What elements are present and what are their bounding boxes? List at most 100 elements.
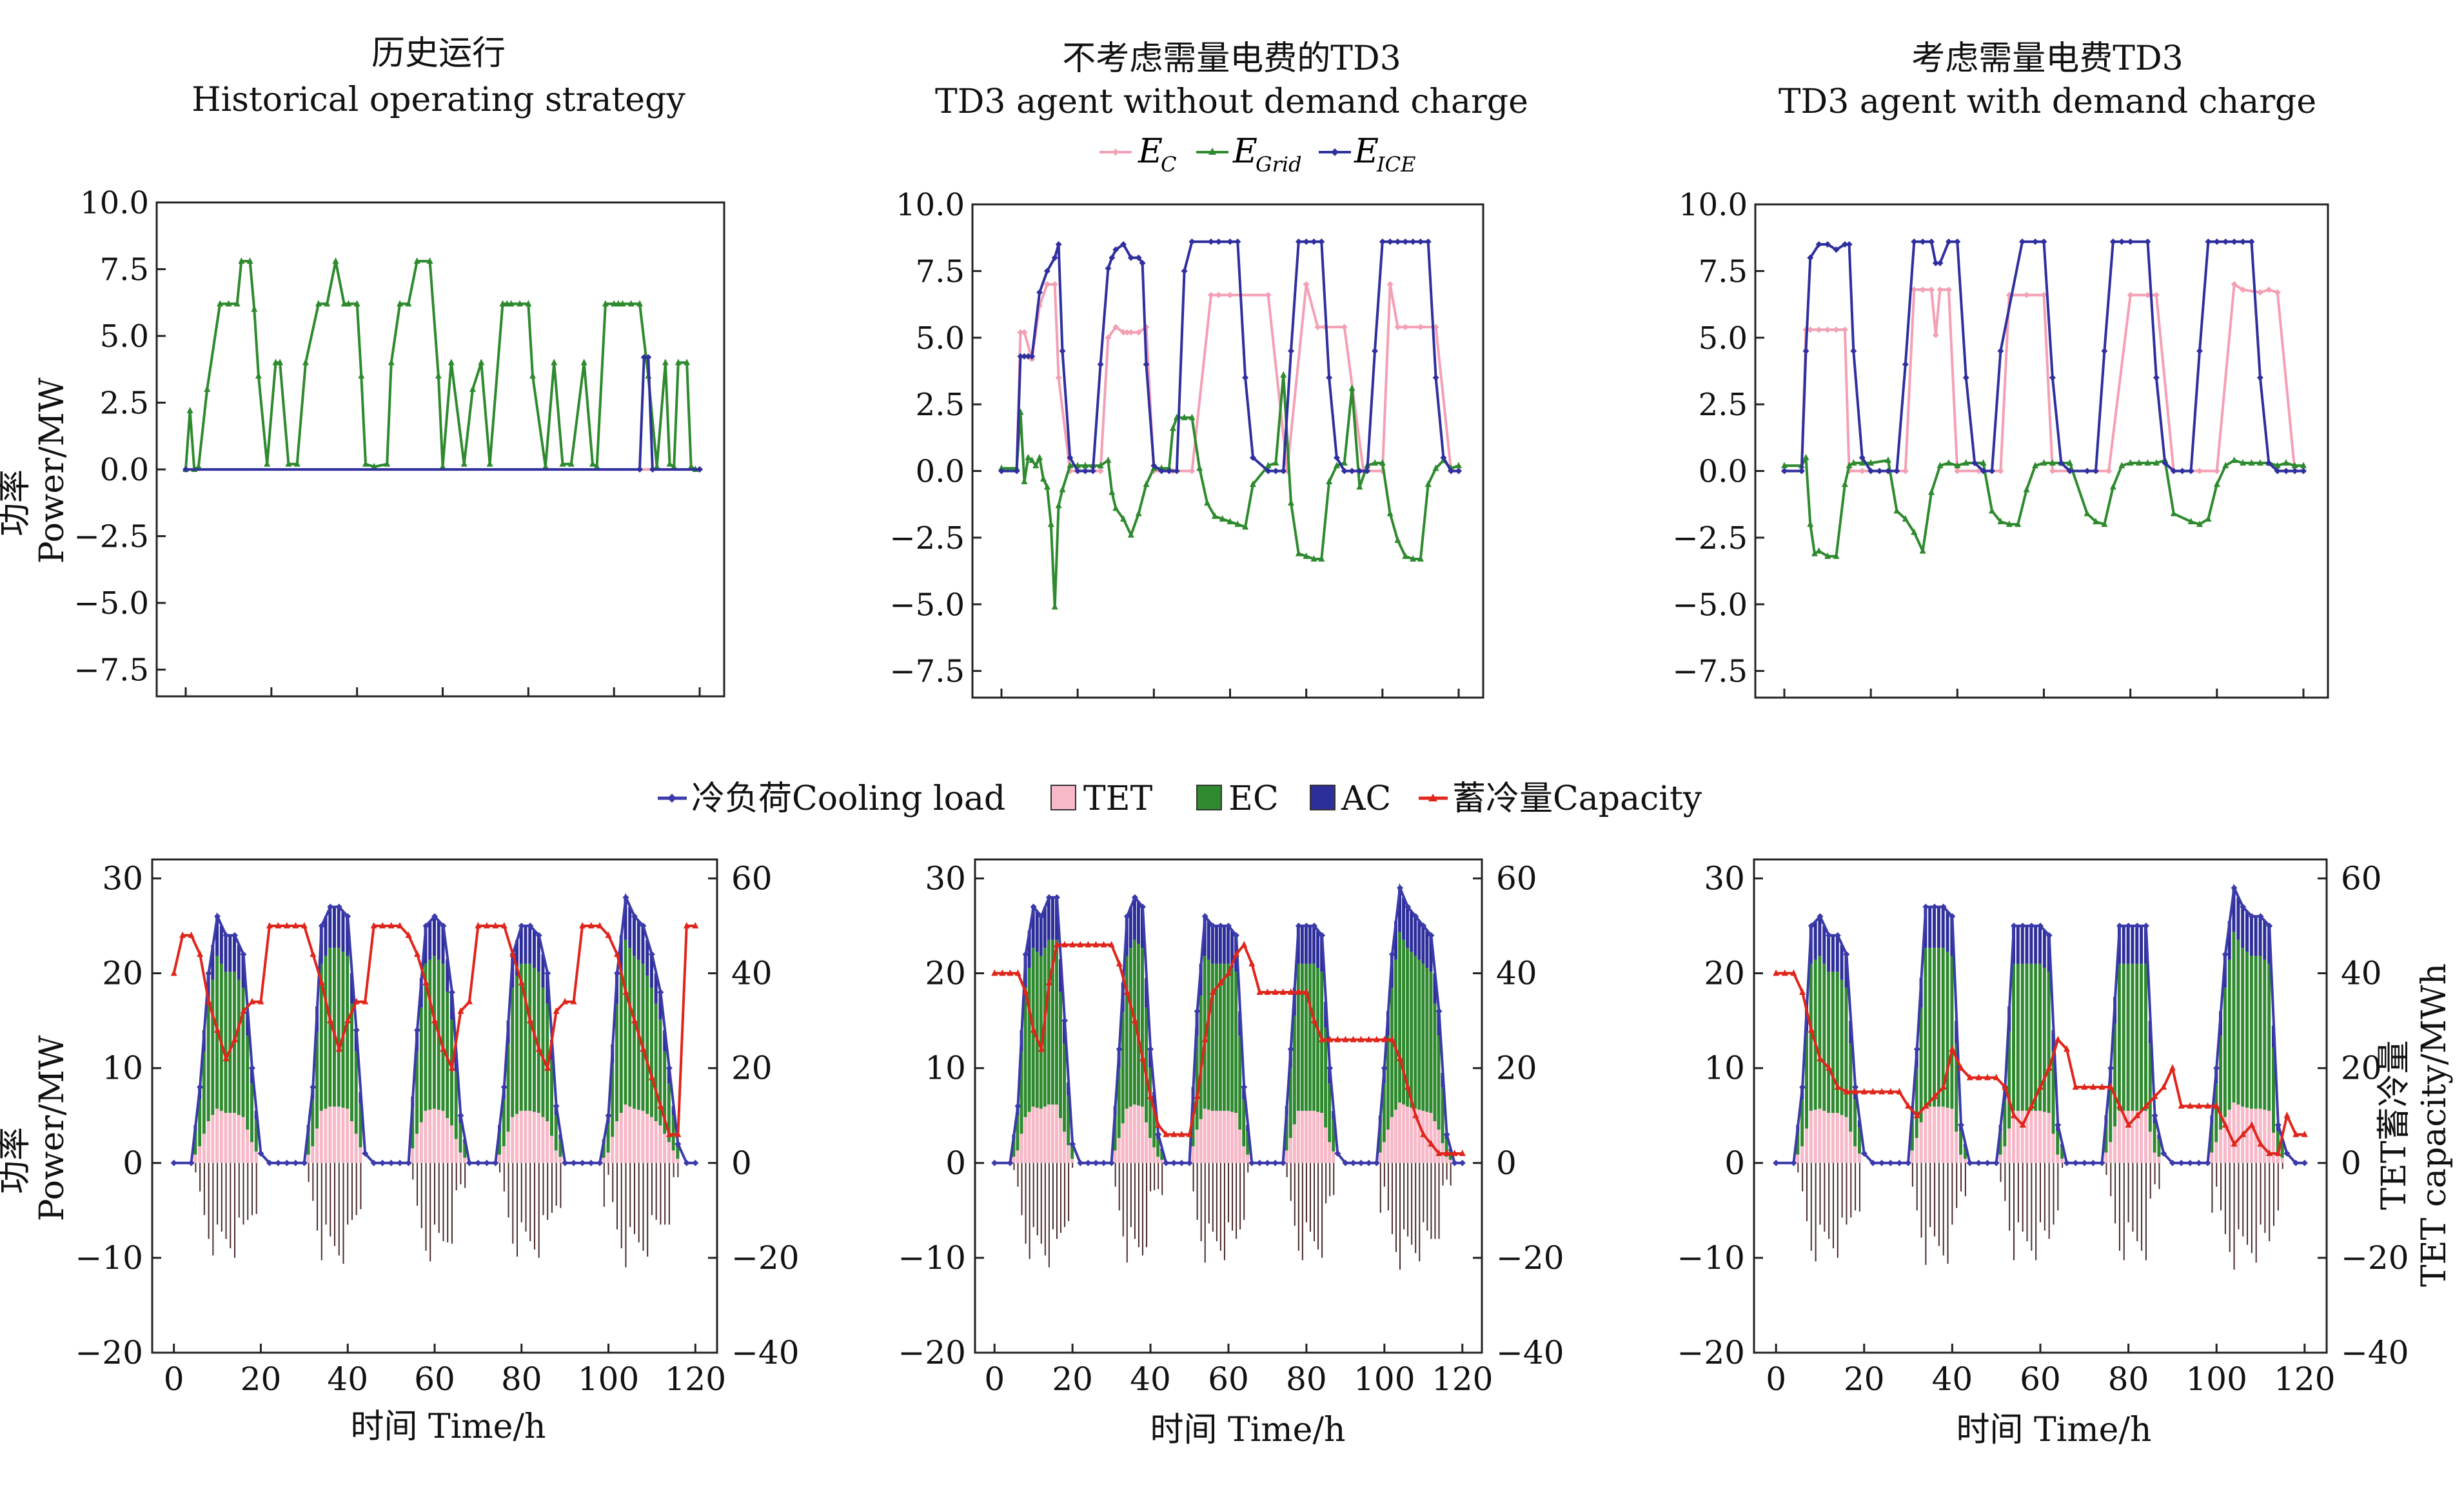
- top3-point-E_ICE: [2213, 238, 2220, 245]
- top1-point-E_Grid: [671, 462, 678, 469]
- bot2-bar-tet: [1214, 1110, 1218, 1163]
- bot2-bar-ec: [1063, 1043, 1067, 1132]
- top2-point-E_ICE: [1394, 238, 1401, 245]
- bot2-ytick-label: 10: [925, 1050, 966, 1087]
- bot3-bar-tet: [1857, 1153, 1861, 1163]
- bot1-point-capacity: [222, 1054, 230, 1061]
- top1-point-E_Grid: [371, 462, 378, 469]
- bot3-bar-ac: [1937, 907, 1940, 948]
- bot3-point-load: [1931, 903, 1938, 910]
- bot2-bar-tet: [1448, 1159, 1452, 1163]
- bot2-bar-ac: [1230, 930, 1234, 968]
- bot1-point-capacity: [440, 1045, 447, 1052]
- bot1-point-capacity: [544, 1064, 551, 1071]
- bot2-point-capacity: [1241, 941, 1248, 948]
- top1-point-E_Grid: [486, 460, 493, 467]
- top2-point-E_ICE: [1109, 254, 1116, 261]
- legend-ac-swatch: [1310, 785, 1335, 810]
- bot2-point-load: [1279, 1159, 1286, 1166]
- bot3-bar-ec: [2280, 1142, 2284, 1158]
- bot2-bar-tet: [1386, 1129, 1390, 1163]
- bot2-bar-ac: [1316, 930, 1320, 968]
- bot2-point-capacity: [1248, 959, 1256, 966]
- bot1-bar-tet: [506, 1132, 510, 1163]
- top1-point-E_Grid: [388, 358, 395, 366]
- bot2-bar-ec: [1238, 1035, 1242, 1130]
- top2-point-E_ICE: [1424, 238, 1432, 245]
- top2-point-E_Grid: [1127, 531, 1134, 538]
- bot3-bar-tet: [1804, 1128, 1808, 1163]
- bot3-point-load: [2195, 1159, 2202, 1166]
- bot2-bar-ec: [1047, 939, 1050, 1105]
- top2-point-E_ICE: [1310, 238, 1317, 245]
- top3-point-E_Grid: [1802, 453, 1809, 460]
- bot1-bar-ec: [193, 1131, 197, 1155]
- top3-point-E_ICE: [1850, 348, 1857, 355]
- top3-point-E_C: [1919, 286, 1926, 293]
- bot2-bar-ec: [1433, 1003, 1437, 1122]
- bot1-ytick-label: 0: [123, 1144, 143, 1182]
- bot3-bar-tet: [2210, 1152, 2214, 1163]
- top2-point-E_ICE: [1272, 467, 1279, 475]
- bot2-point-load: [1022, 951, 1029, 958]
- top2-point-E_C: [1227, 291, 1234, 299]
- bot1-bar-ec: [532, 968, 536, 1112]
- bot3-bar-ec: [2020, 963, 2024, 1111]
- top2-point-E_ICE: [1249, 454, 1256, 461]
- bot1-bar-ec: [537, 972, 540, 1113]
- bot1-bar-tet: [511, 1117, 515, 1163]
- bot3-point-capacity: [2283, 1112, 2291, 1119]
- bot3-bar-ec: [2214, 1083, 2218, 1142]
- top2-point-E_C: [1386, 281, 1394, 288]
- top2-point-E_ICE: [1432, 374, 1439, 381]
- bot1-y2tick-label: 40: [731, 955, 773, 992]
- top1-point-E_Grid: [602, 300, 609, 307]
- bot2-bar-ec: [1378, 1123, 1382, 1153]
- top3-point-E_ICE: [2274, 467, 2281, 475]
- top2-point-E_ICE: [998, 467, 1005, 475]
- bot1-point-capacity: [509, 950, 517, 957]
- bot1-point-load: [457, 1112, 464, 1119]
- top1-ytick-label: 5.0: [100, 319, 149, 355]
- bot2-bar-tet: [1050, 1104, 1054, 1163]
- top3-point-E_ICE: [1846, 241, 1853, 248]
- bot3-point-load: [1958, 1121, 1965, 1128]
- bot2-bar-tet: [1148, 1137, 1152, 1163]
- top3-point-E_ICE: [2248, 238, 2255, 245]
- bot3-bar-ec: [1831, 972, 1835, 1113]
- bot1-point-capacity: [605, 931, 612, 938]
- bot3-point-capacity: [2187, 1102, 2194, 1109]
- top3-point-E_Grid: [1841, 480, 1848, 487]
- top3-ytick-label: −5.0: [1672, 587, 1748, 623]
- bot1-ytick-label: −20: [75, 1334, 143, 1371]
- bot3-bar-ac: [2038, 925, 2042, 964]
- top2-point-E_ICE: [1333, 454, 1340, 461]
- bot2-bar-ec: [1222, 963, 1226, 1111]
- bot2-point-capacity: [1100, 941, 1107, 948]
- top3-point-E_Grid: [1902, 515, 1909, 522]
- bot3-bar-tet: [2047, 1113, 2051, 1163]
- bot3-point-capacity: [2142, 1102, 2149, 1109]
- bot3-bar-ec: [1853, 1099, 1857, 1146]
- xlabel-1: 时间 Time/h: [351, 1407, 546, 1446]
- bot3-bar-tet: [2214, 1142, 2218, 1163]
- bot3-bar-tet: [2153, 1152, 2156, 1163]
- bot1-point-capacity: [197, 950, 204, 957]
- top1-point-E_Grid: [435, 372, 442, 379]
- bot3-bar-ec: [2122, 963, 2125, 1111]
- bot2-bar-ec: [1039, 956, 1043, 1109]
- bot2-point-capacity: [1404, 1083, 1412, 1090]
- top3-point-E_ICE: [2222, 238, 2229, 245]
- bot3-point-load: [1922, 903, 1929, 910]
- top2-point-E_Grid: [1295, 549, 1302, 556]
- top2-point-E_Grid: [1424, 480, 1432, 487]
- bot3-bar-tet: [2135, 1110, 2139, 1163]
- top3-ytick-label: 2.5: [1699, 387, 1748, 423]
- bot2-point-load: [1045, 894, 1052, 901]
- bot2-bar-ec: [1300, 963, 1304, 1111]
- bot2-bar-ac: [1218, 925, 1222, 964]
- bot1-point-load: [605, 1112, 612, 1119]
- top2-point-E_ICE: [1288, 348, 1295, 355]
- bot3-bar-ec: [2153, 1123, 2156, 1153]
- bot2-y2tick-label: −40: [1496, 1334, 1564, 1371]
